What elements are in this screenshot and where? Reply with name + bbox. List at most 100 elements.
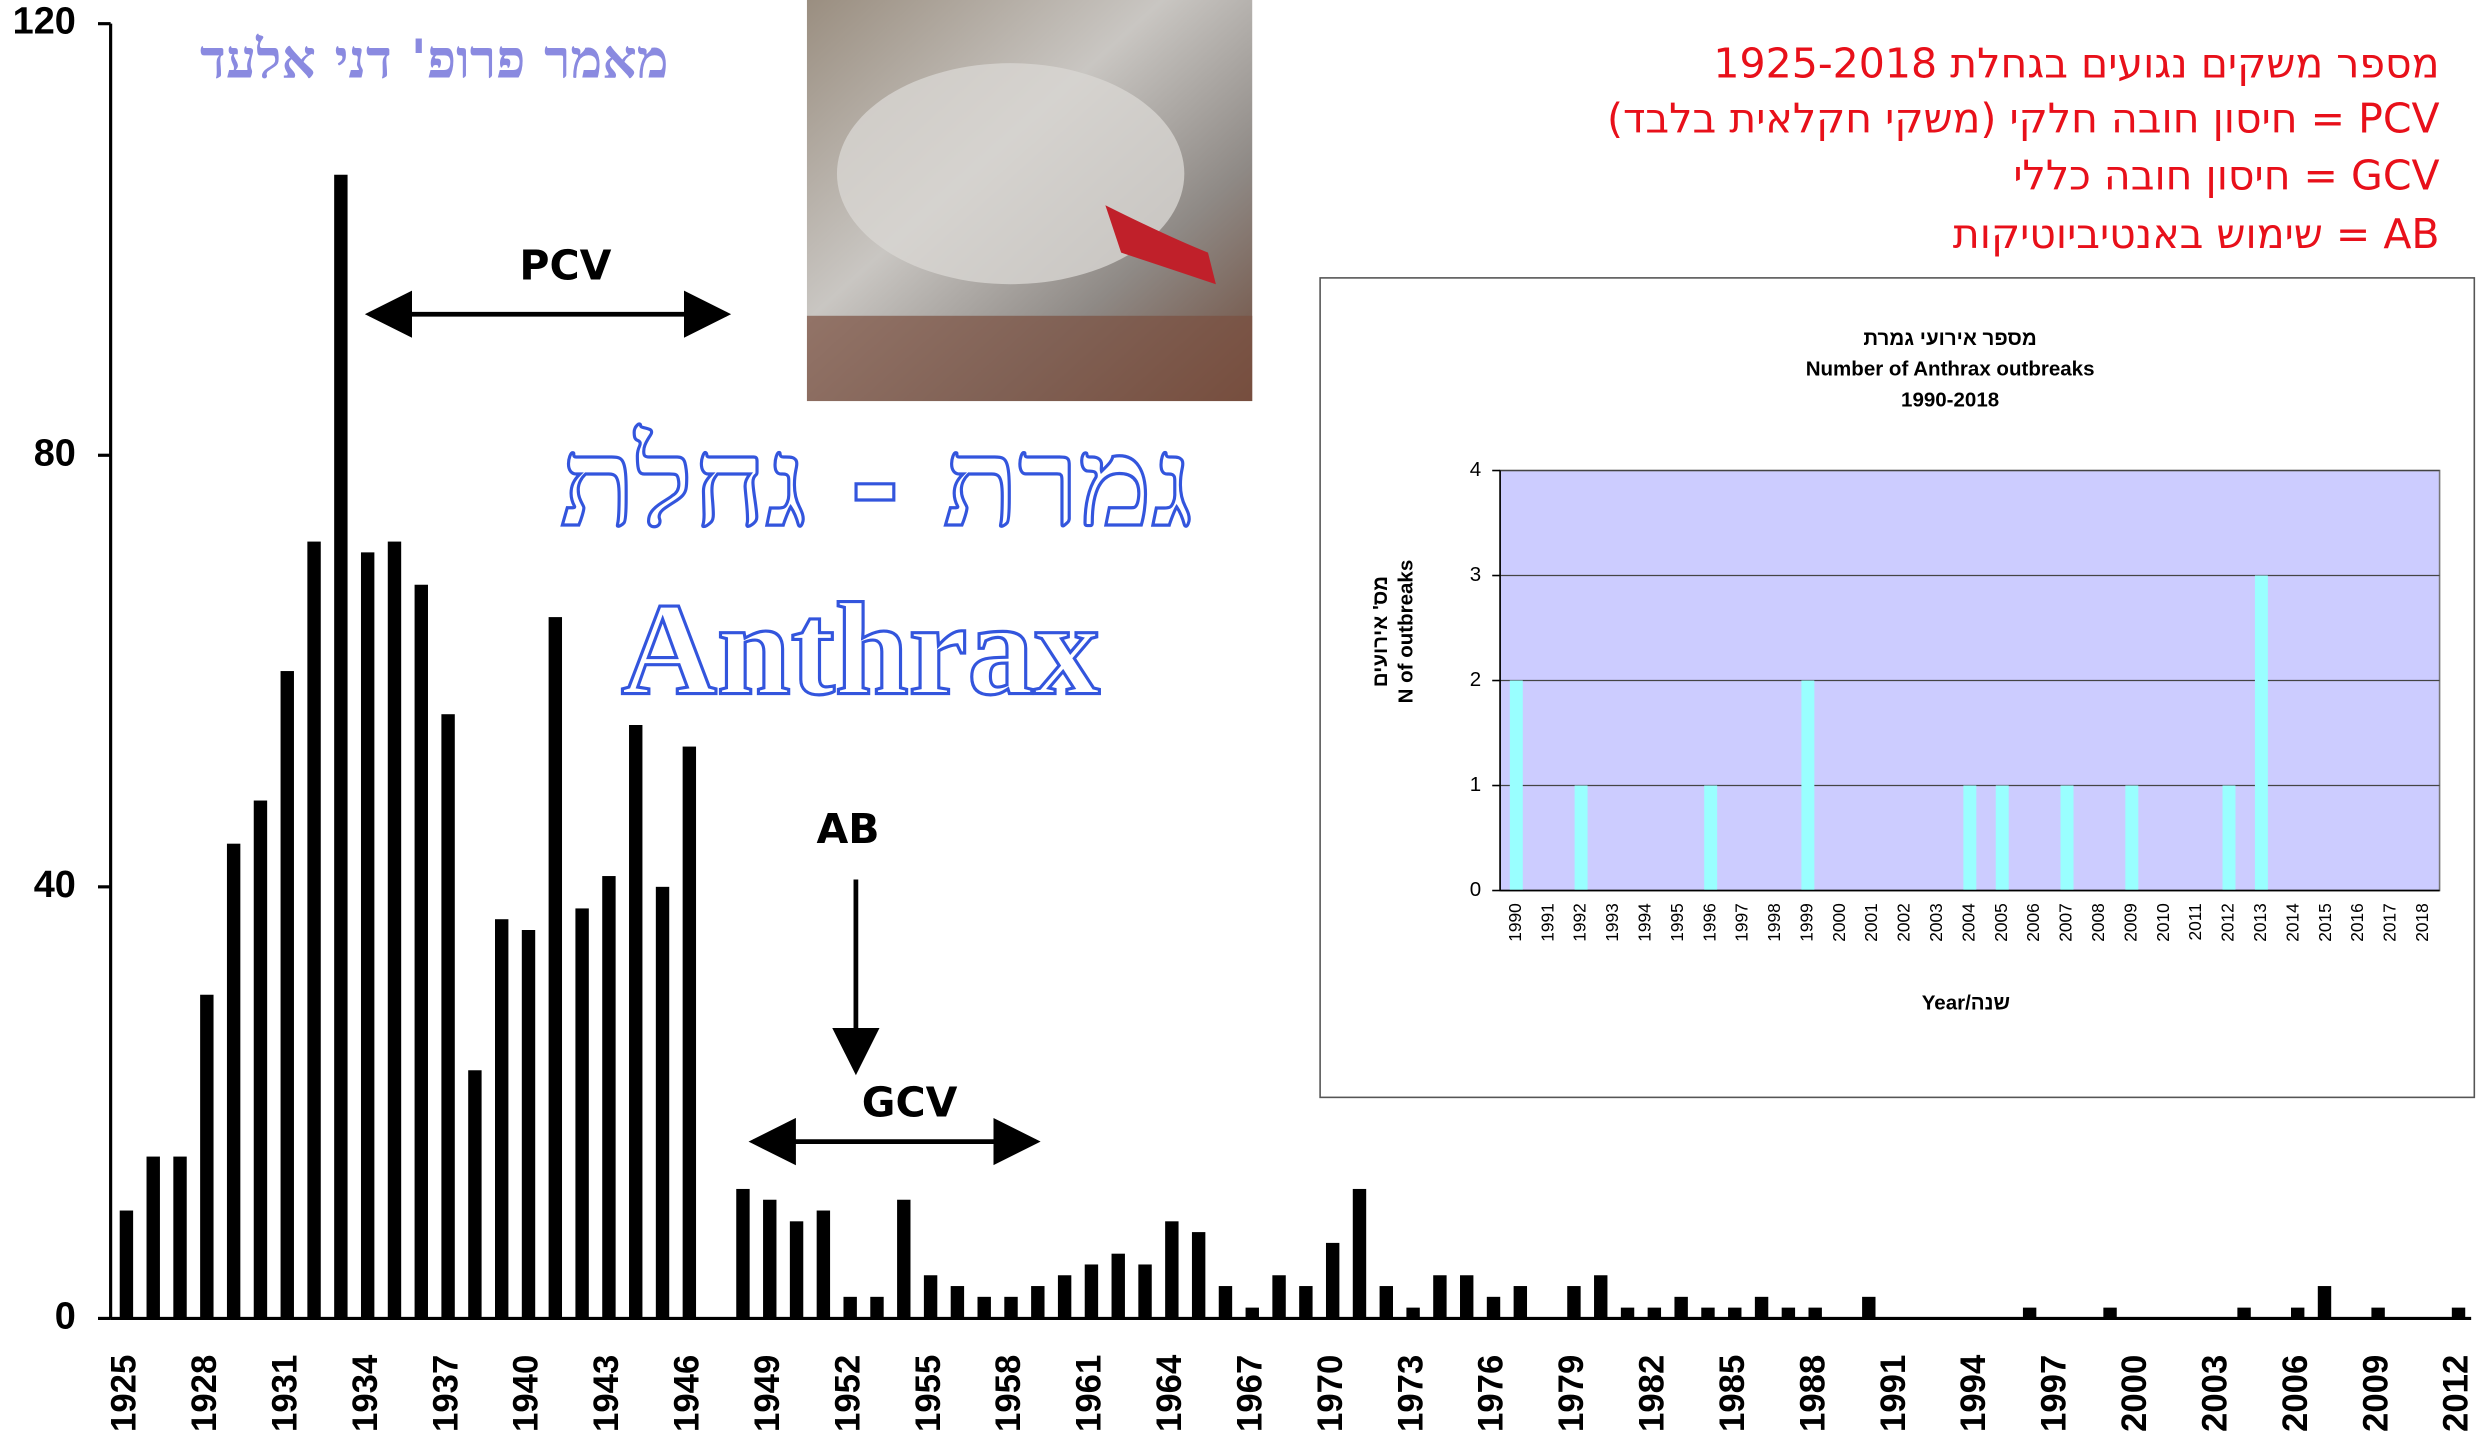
x-tick-label: 1979 bbox=[1553, 1355, 1591, 1432]
x-tick-label: 2018 bbox=[2412, 903, 2432, 942]
x-tick-label: 1943 bbox=[588, 1355, 626, 1432]
bar bbox=[1219, 1286, 1232, 1318]
x-tick-label: 1991 bbox=[1537, 903, 1557, 942]
page: {"chart_data":[ {"type":"bar","title":"ג… bbox=[0, 0, 2476, 1440]
bar bbox=[1406, 1308, 1419, 1319]
bar bbox=[1704, 786, 1717, 891]
bar bbox=[1963, 786, 1976, 891]
photo bbox=[807, 0, 1252, 401]
y-tick-label: 0 bbox=[55, 1295, 76, 1337]
x-tick-label: 1928 bbox=[186, 1355, 224, 1432]
bar bbox=[254, 801, 267, 1319]
main-title: גמרת - גחלת bbox=[560, 410, 1192, 555]
bar bbox=[1380, 1286, 1393, 1318]
x-tick-label: 2006 bbox=[2023, 903, 2043, 942]
x-tick-label: 2003 bbox=[1926, 903, 1946, 942]
x-tick-label: 1973 bbox=[1392, 1355, 1430, 1432]
y-tick-label: 4 bbox=[1470, 458, 1481, 481]
y-tick-label: 80 bbox=[34, 432, 76, 474]
bar bbox=[281, 671, 294, 1318]
x-tick-label: 1991 bbox=[1875, 1355, 1913, 1432]
y-axis-label: N of outbreaks bbox=[1394, 560, 1417, 704]
x-tick-label: 1937 bbox=[427, 1355, 465, 1432]
x-tick-label: 1999 bbox=[1796, 903, 1816, 942]
x-tick-label: 1994 bbox=[1955, 1354, 1993, 1432]
x-tick-label: 1998 bbox=[1764, 903, 1784, 942]
x-tick-label: 2013 bbox=[2250, 903, 2270, 942]
x-tick-label: 2006 bbox=[2277, 1355, 2315, 1432]
bar bbox=[1326, 1243, 1339, 1319]
x-tick-label: 1985 bbox=[1714, 1355, 1752, 1432]
x-tick-label: 2008 bbox=[2088, 903, 2108, 942]
bar bbox=[2103, 1308, 2116, 1319]
notes: מספר משקים נגועים בגחלת 1925-2018 PCV = … bbox=[1607, 39, 2440, 258]
x-tick-label: 2000 bbox=[2116, 1355, 2154, 1432]
bar bbox=[817, 1211, 830, 1319]
annotation: GCV bbox=[862, 1078, 958, 1126]
x-tick-label: 1931 bbox=[266, 1355, 304, 1432]
bar bbox=[2452, 1308, 2465, 1319]
bar bbox=[2223, 786, 2236, 891]
bar bbox=[870, 1297, 883, 1319]
x-tick-label: 2005 bbox=[1991, 903, 2011, 942]
bar bbox=[441, 714, 454, 1318]
x-tick-label: 1997 bbox=[2036, 1355, 2074, 1432]
x-tick-label: 1958 bbox=[990, 1355, 1028, 1432]
y-tick-label: 2 bbox=[1470, 668, 1481, 691]
bar bbox=[415, 585, 428, 1319]
x-tick-label: 2015 bbox=[2315, 903, 2335, 942]
bar bbox=[1272, 1275, 1285, 1318]
subtitle: Anthrax bbox=[621, 576, 1100, 723]
x-tick-label: 1990 bbox=[1505, 903, 1525, 942]
bar bbox=[1246, 1308, 1259, 1319]
bar bbox=[173, 1157, 186, 1319]
bar bbox=[1514, 1286, 1527, 1318]
bar bbox=[1728, 1308, 1741, 1319]
bar bbox=[334, 175, 347, 1319]
x-tick-label: 1946 bbox=[669, 1355, 707, 1432]
bar bbox=[2255, 576, 2268, 891]
bar bbox=[468, 1070, 481, 1318]
bar bbox=[2061, 786, 2074, 891]
bar bbox=[1460, 1275, 1473, 1318]
x-tick-label: 1996 bbox=[1699, 903, 1719, 942]
x-tick-label: 1970 bbox=[1312, 1355, 1350, 1432]
x-tick-label: 1925 bbox=[106, 1355, 144, 1432]
note: מספר משקים נגועים בגחלת 1925-2018 bbox=[1713, 39, 2439, 87]
x-tick-label: 2017 bbox=[2380, 903, 2400, 942]
bar bbox=[1782, 1308, 1795, 1319]
bar bbox=[951, 1286, 964, 1318]
x-tick-label: 1997 bbox=[1732, 903, 1752, 942]
x-tick-label: 1995 bbox=[1667, 903, 1687, 942]
bar bbox=[897, 1200, 910, 1319]
x-tick-label: 1952 bbox=[829, 1355, 867, 1432]
x-tick-label: 2010 bbox=[2153, 903, 2173, 942]
bar bbox=[307, 542, 320, 1319]
note: PCV = חיסון חובה חלקי (משקי חקלאית בלבד) bbox=[1607, 95, 2440, 143]
x-tick-label: 2007 bbox=[2056, 903, 2076, 942]
bar bbox=[1510, 681, 1523, 891]
x-tick-label: 2002 bbox=[1894, 903, 1914, 942]
bar bbox=[1433, 1275, 1446, 1318]
x-tick-label: 1992 bbox=[1570, 903, 1590, 942]
bar bbox=[522, 930, 535, 1318]
credit: מאמר פרופ' דני אלעד bbox=[200, 27, 669, 90]
bar bbox=[763, 1200, 776, 1319]
x-tick-label: 2011 bbox=[2185, 903, 2205, 940]
x-tick-label: 2003 bbox=[2196, 1355, 2234, 1432]
bar bbox=[843, 1297, 856, 1319]
x-tick-label: 1955 bbox=[910, 1355, 948, 1432]
annotation: PCV bbox=[519, 241, 611, 289]
bar bbox=[2318, 1286, 2331, 1318]
bar bbox=[1575, 786, 1588, 891]
bar bbox=[790, 1221, 803, 1318]
x-tick-label: 2000 bbox=[1829, 903, 1849, 942]
x-tick-label: 1949 bbox=[749, 1355, 787, 1432]
bar bbox=[1353, 1189, 1366, 1318]
bar bbox=[1058, 1275, 1071, 1318]
y-tick-label: 40 bbox=[34, 864, 76, 906]
bar bbox=[1594, 1275, 1607, 1318]
bar bbox=[1648, 1308, 1661, 1319]
x-tick-label: 2004 bbox=[1958, 903, 1978, 942]
bar bbox=[656, 887, 669, 1319]
